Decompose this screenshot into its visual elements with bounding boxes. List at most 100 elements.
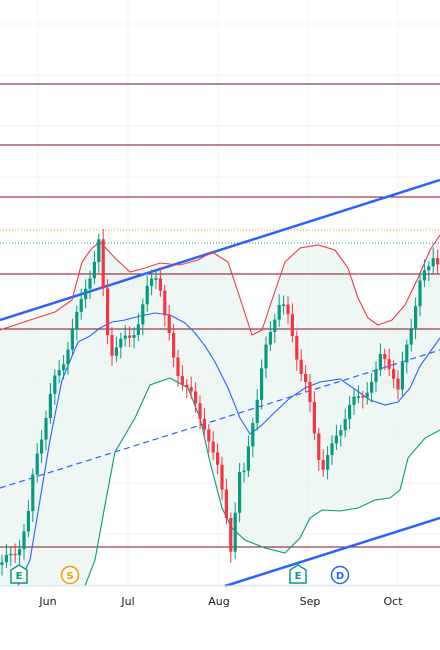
candle-body [365,392,369,398]
candle-body [84,288,88,300]
candle-body [163,290,167,316]
candle-body [88,278,92,289]
candle-body [427,266,431,271]
candle-body [378,354,382,370]
time-axis: Jun Jul Aug Sep Oct [38,595,403,608]
candle-body [57,370,61,376]
event-marker-label: D [336,571,344,582]
candle-body [273,319,277,332]
candlestick-series [0,228,440,576]
candle-body [194,391,198,404]
candle-body [158,278,162,291]
candle-body [9,553,13,556]
earnings-icon [10,564,28,584]
candle-body [334,435,338,444]
candle-body [352,396,356,405]
candle-body [348,404,352,420]
candle-body [106,288,110,336]
candle-body [136,324,140,335]
candle-body [277,304,281,320]
candle-body [132,334,136,338]
candle-body [70,329,74,350]
candle-body [308,382,312,402]
candle-body [326,454,330,470]
candle-body [128,335,132,338]
candle-body [286,304,290,315]
candle-body [0,562,4,565]
bollinger-lower-line [0,377,440,587]
candle-body [255,399,259,424]
candle-body [150,278,154,286]
event-marker-split[interactable]: S [60,565,80,585]
candle-body [4,555,8,563]
candle-body [242,470,246,473]
event-marker-label: E [16,571,23,582]
candle-body [343,419,347,431]
candle-body [229,517,233,552]
candle-body [282,304,286,306]
x-tick-label: Sep [300,595,321,608]
candle-body [180,376,184,385]
event-marker-dividend[interactable]: D [330,565,350,585]
candle-body [405,344,409,363]
channel-lower-line[interactable] [224,516,440,588]
candle-body [211,441,215,453]
candle-body [387,359,391,370]
x-tick-label: Jun [38,595,56,608]
candle-body [123,335,127,339]
candle-body [317,433,321,460]
candle-body [233,512,237,552]
candle-body [114,347,118,356]
x-tick-label: Jul [120,595,134,608]
candle-body [35,453,39,475]
candle-body [44,417,48,440]
channel-midline [0,349,440,489]
candle-body [101,239,105,289]
candle-body [66,349,70,365]
candle-body [26,511,30,532]
candle-body [238,472,242,513]
event-marker-earnings[interactable]: E [289,564,307,584]
candle-body [321,459,325,470]
candle-body [409,329,413,345]
candle-body [97,239,101,262]
candle-body [304,373,308,383]
bollinger-upper-line [0,234,440,336]
candle-body [189,387,193,392]
candle-body [418,280,422,307]
event-marker-label: E [295,571,302,582]
candle-body [110,335,114,356]
candle-body [53,375,57,394]
candle-body [295,335,299,360]
candle-body [154,278,158,280]
candle-body [330,443,334,455]
event-marker-label: S [66,571,73,582]
candle-body [383,354,387,360]
candle-body [290,314,294,336]
candle-body [268,331,272,345]
candle-body [374,369,378,382]
event-marker-earnings[interactable]: E [10,564,28,584]
x-tick-label: Oct [383,595,403,608]
candle-body [414,306,418,330]
candle-body [198,403,202,419]
candle-body [167,315,171,334]
candle-body [172,333,176,358]
candle-body [141,304,145,325]
candle-body [299,359,303,374]
candle-body [361,396,365,398]
candle-body [370,381,374,393]
x-tick-label: Aug [208,595,229,608]
candle-body [220,464,224,490]
candle-body [422,270,426,281]
candle-body [356,396,360,398]
candle-body [185,384,189,388]
candle-body [79,299,83,312]
candle-body [202,418,206,430]
candle-body [92,261,96,279]
split-icon [60,565,80,585]
candle-body [145,285,149,305]
candle-body [75,311,79,330]
